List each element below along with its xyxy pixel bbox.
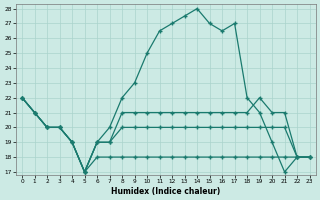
X-axis label: Humidex (Indice chaleur): Humidex (Indice chaleur) [111, 187, 220, 196]
